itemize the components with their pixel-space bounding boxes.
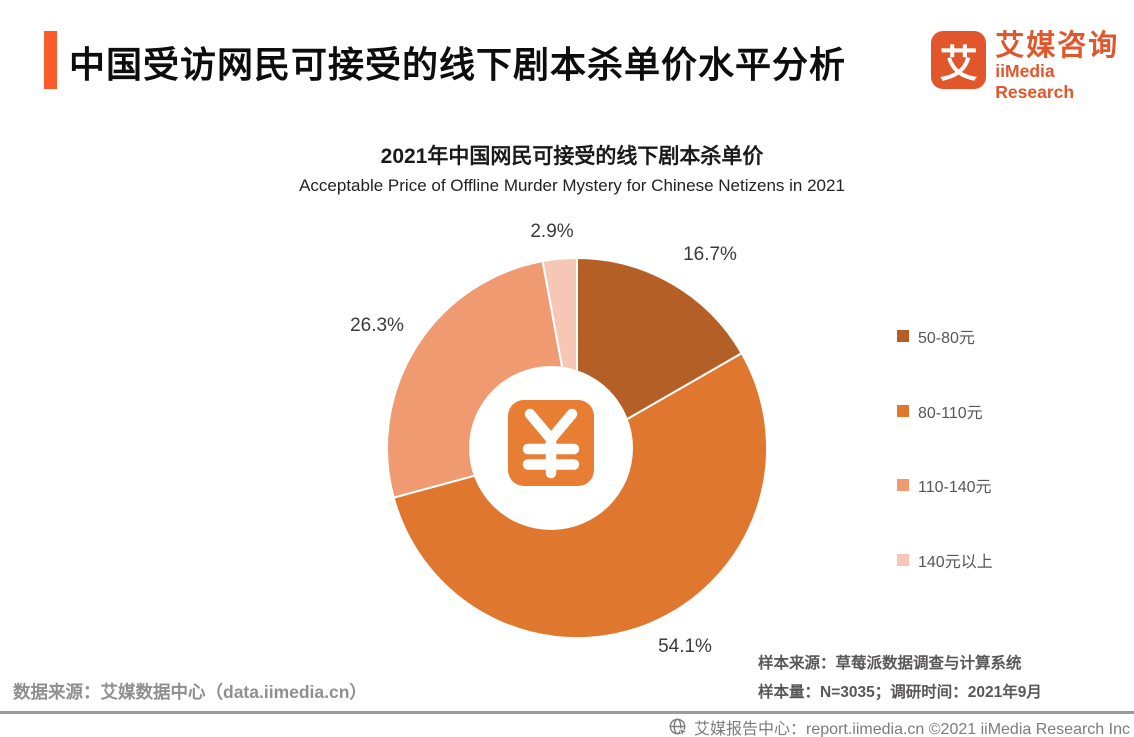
yuan-icon [508,400,594,486]
globe-cursor-icon [669,718,689,737]
legend-swatch [897,405,909,417]
legend-label: 80-110元 [918,405,983,422]
logo-brand-cn: 艾媒咨询 [995,30,1120,62]
sample-size-note: 样本量：N=3035；调研时间：2021年9月 [758,684,1042,701]
legend-item-110-140: 110-140元 [897,473,992,497]
iimedia-logo: 艾 艾媒咨询 iiMedia Research [931,31,1134,102]
page-title: 中国受访网民可接受的线下剧本杀单价水平分析 [69,44,847,85]
logo-brand-en: iiMedia Research [995,61,1075,102]
pie-slice-50-80元 [576,257,743,449]
footer-text: 艾媒报告中心：report.iimedia.cn ©2021 iiMedia R… [694,721,1130,737]
legend-swatch [897,479,909,491]
chart-subtitle: Acceptable Price of Offline Murder Myste… [299,176,845,195]
footer: 艾媒报告中心：report.iimedia.cn ©2021 iiMedia R… [668,715,1130,737]
legend-item-80-110: 80-110元 [897,399,983,423]
slice-label-140plus: 2.9% [530,221,574,242]
slice-label-50-80: 16.7% [683,244,737,265]
slice-label-80-110: 54.1% [658,636,712,657]
footer-divider [0,711,1134,714]
legend-label: 50-80元 [918,330,975,347]
legend-swatch [897,330,909,342]
slice-label-110-140: 26.3% [350,315,404,336]
legend-swatch [897,554,909,566]
iimedia-logo-icon: 艾 [931,31,987,89]
legend-label: 140元以上 [918,554,993,571]
legend-item-50-80: 50-80元 [897,324,975,348]
chart-title: 2021年中国网民可接受的线下剧本杀单价 [380,145,764,168]
legend-label: 110-140元 [918,479,992,496]
sample-source-note: 样本来源：草莓派数据调查与计算系统 [758,655,1022,672]
title-accent-bar [44,31,57,89]
data-source-note: 数据来源：艾媒数据中心（data.iimedia.cn） [13,682,367,702]
legend-item-140plus: 140元以上 [897,548,993,572]
